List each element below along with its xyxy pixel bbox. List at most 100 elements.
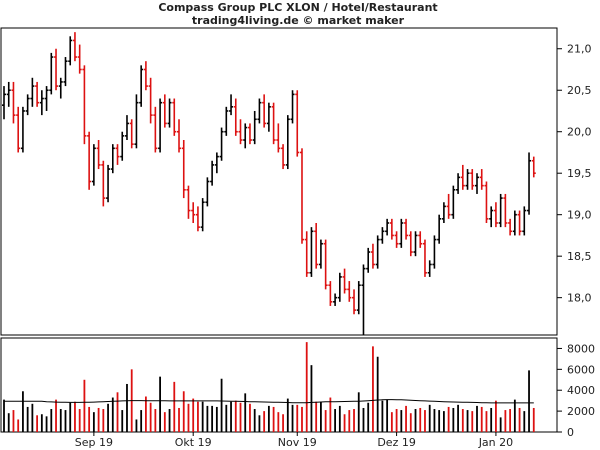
ohlc-bar	[54, 48, 59, 91]
ohlc-bar	[437, 214, 442, 244]
ohlc-bar	[508, 218, 513, 236]
ohlc-bar	[531, 156, 536, 178]
ohlc-bar	[224, 106, 229, 136]
ohlc-bar	[124, 115, 129, 141]
ohlc-bar	[87, 131, 92, 190]
ohlc-bar	[356, 281, 361, 315]
ohlc-bar	[96, 140, 101, 170]
ohlc-bar	[517, 210, 522, 236]
ohlc-bar	[91, 144, 96, 186]
ohlc-bar	[475, 173, 479, 194]
volume-tick-label: 2000	[567, 405, 595, 418]
ohlc-bar	[465, 169, 470, 190]
ohlc-bar	[49, 52, 54, 95]
ohlc-bar	[233, 98, 238, 136]
ohlc-bar	[460, 164, 465, 190]
ohlc-bar	[110, 144, 115, 174]
ohlc-bar	[191, 202, 196, 223]
ohlc-bar	[153, 106, 158, 153]
price-tick-label: 18,5	[567, 250, 592, 263]
ohlc-bar	[323, 239, 328, 290]
ohlc-bar	[162, 94, 167, 128]
price-tick-label: 19,5	[567, 167, 592, 180]
ohlc-bar	[456, 173, 461, 194]
ohlc-bar	[385, 218, 390, 236]
ohlc-bar	[143, 61, 148, 91]
ohlc-bar	[238, 119, 243, 145]
ohlc-bar	[342, 268, 347, 294]
ohlc-bar	[6, 81, 11, 107]
ohlc-bar	[295, 90, 300, 157]
volume-average-line	[4, 399, 534, 404]
ohlc-bar	[503, 193, 508, 228]
ohlc-bar	[432, 235, 437, 269]
date-tick-label: Jan 20	[478, 436, 513, 449]
ohlc-bar	[252, 110, 257, 145]
ohlc-bar	[309, 227, 314, 277]
price-tick-label: 21,0	[567, 43, 592, 56]
ohlc-bar	[380, 227, 385, 244]
ohlc-bar	[427, 260, 432, 277]
ohlc-bar	[408, 231, 413, 257]
ohlc-bar	[470, 169, 475, 190]
price-tick-label: 18,0	[567, 292, 592, 305]
ohlc-bar	[451, 185, 456, 219]
ohlc-bar	[314, 222, 319, 269]
ohlc-bar	[134, 94, 139, 149]
volume-tick-label: 0	[567, 426, 574, 439]
ohlc-bar	[352, 289, 357, 315]
ohlc-bar	[177, 119, 182, 153]
ohlc-bar	[404, 218, 409, 240]
volume-tick-label: 6000	[567, 363, 595, 376]
ohlc-bar	[44, 86, 49, 111]
volume-axis: 0 2000 4000 6000 8000	[557, 342, 595, 439]
ohlc-bar	[366, 247, 371, 273]
ohlc-bar	[195, 206, 200, 232]
ohlc-bar	[394, 231, 399, 248]
ohlc-bar	[72, 32, 77, 62]
ohlc-bar	[2, 86, 6, 120]
ohlc-bar	[399, 218, 404, 248]
ohlc-bar	[370, 243, 375, 269]
ohlc-bar	[441, 202, 446, 223]
ohlc-bar	[158, 98, 163, 153]
ohlc-bar	[318, 239, 323, 269]
date-tick-label: Okt 19	[175, 436, 212, 449]
ohlc-bar	[489, 206, 494, 228]
ohlc-bar	[219, 127, 224, 161]
ohlc-bar	[200, 198, 205, 232]
price-bars	[2, 32, 536, 335]
ohlc-bar	[82, 65, 87, 145]
ohlc-bar	[328, 281, 333, 306]
ohlc-bar	[101, 160, 106, 207]
ohlc-bar	[167, 98, 172, 128]
ohlc-bar	[120, 131, 125, 161]
ohlc-bar	[25, 94, 30, 116]
ohlc-bar	[247, 123, 252, 145]
ohlc-bar	[11, 81, 16, 124]
ohlc-bar	[68, 36, 73, 66]
date-tick-label: Dez 19	[377, 436, 416, 449]
ohlc-bar	[276, 123, 281, 153]
chart-subtitle: trading4living.de © market maker	[192, 14, 405, 27]
ohlc-bar	[498, 193, 503, 228]
ohlc-bar	[35, 81, 40, 107]
date-tick-label: Nov 19	[278, 436, 317, 449]
date-axis: Sep 19 Okt 19 Nov 19 Dez 19 Jan 20	[75, 432, 513, 449]
ohlc-bar	[115, 144, 120, 165]
ohlc-bar	[229, 94, 234, 116]
ohlc-bar	[493, 202, 498, 228]
ohlc-bar	[389, 218, 394, 240]
volume-bars	[3, 342, 535, 432]
ohlc-bar	[361, 264, 366, 335]
ohlc-bar	[484, 181, 489, 223]
ohlc-bar	[39, 90, 44, 116]
ohlc-bar	[16, 106, 21, 153]
ohlc-bar	[446, 193, 451, 219]
chart-title: Compass Group PLC XLON / Hotel/Restauran…	[158, 1, 437, 14]
ohlc-bar	[129, 119, 134, 149]
ohlc-bar	[285, 115, 290, 170]
ohlc-bar	[20, 106, 25, 153]
